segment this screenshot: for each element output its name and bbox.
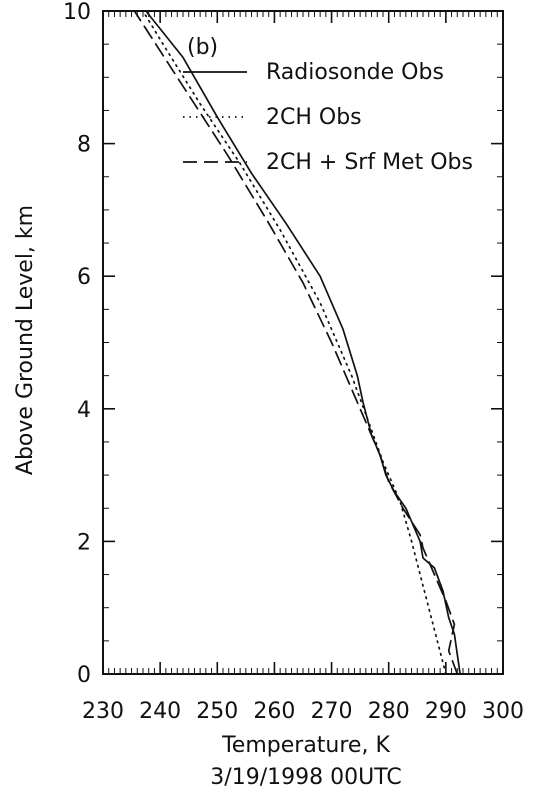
- y-tick-label: 8: [77, 133, 91, 158]
- x-tick-label: 230: [82, 699, 124, 724]
- x-tick-label: 290: [425, 699, 467, 724]
- x-tick-label: 240: [139, 699, 181, 724]
- y-tick-label: 2: [77, 530, 91, 555]
- x-tick-label: 260: [253, 699, 295, 724]
- x-tick-label: 280: [368, 699, 410, 724]
- plot-frame: [102, 10, 504, 675]
- y-tick-label: 0: [77, 663, 91, 688]
- x-axis-title: Temperature, K: [221, 733, 390, 758]
- legend-label-1: Radiosonde Obs: [266, 60, 444, 85]
- y-tick-label: 10: [63, 0, 91, 25]
- legend-label-3: 2CH + Srf Met Obs: [266, 150, 473, 175]
- y-tick-label: 4: [77, 398, 91, 423]
- y-tick-label: 6: [77, 265, 91, 290]
- x-tick-label: 250: [196, 699, 238, 724]
- x-tick-label: 300: [482, 699, 524, 724]
- legend-label-2: 2CH Obs: [266, 105, 362, 130]
- y-axis-title: Above Ground Level, km: [13, 205, 38, 475]
- chart-subtitle: 3/19/1998 00UTC: [210, 765, 401, 790]
- panel-label: (b): [187, 35, 218, 60]
- series-line-1: [145, 10, 461, 675]
- x-tick-label: 270: [311, 699, 353, 724]
- tick-labels-layer: 230 240 250 260 270 280 290 300 0 2 4 6 8 10: [63, 0, 524, 724]
- legend-layer: Radiosonde Obs 2CH Obs 2CH + Srf Met Obs: [183, 60, 473, 175]
- series-line-2: [142, 10, 447, 675]
- series-layer: [133, 10, 461, 675]
- series-line-3: [133, 10, 459, 675]
